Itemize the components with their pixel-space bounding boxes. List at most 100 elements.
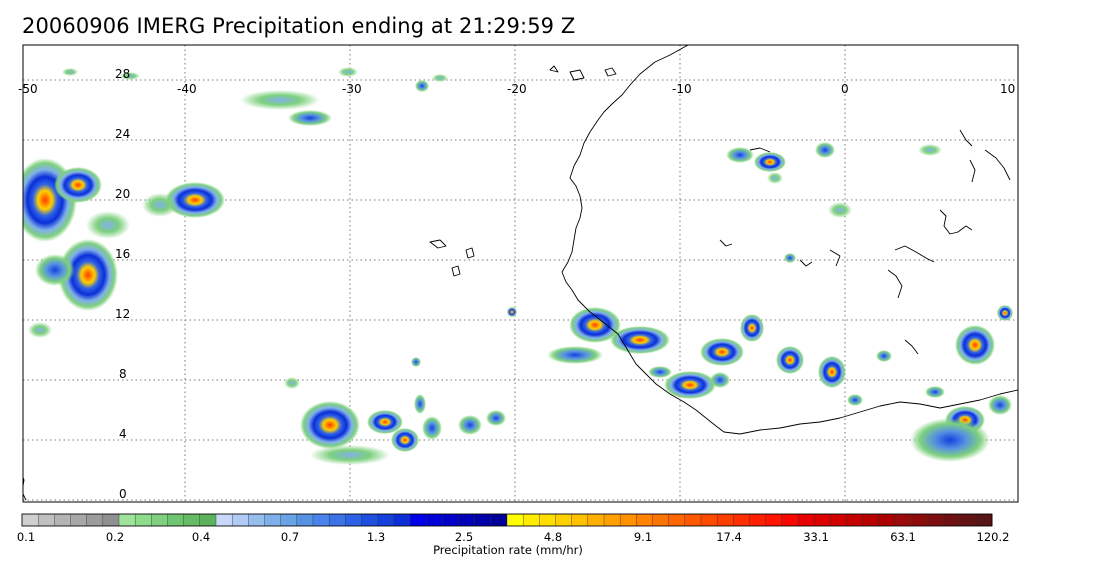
precipitation-field [23,67,1013,465]
colorbar-swatch [393,513,411,527]
colorbar-swatch [377,513,395,527]
colorbar-swatch [555,513,573,527]
colorbar-swatch [636,513,654,527]
lat-tick-label: 16 [115,247,130,261]
lon-tick-label: 10 [1000,82,1015,96]
map-frame [23,45,1018,502]
colorbar-swatch [700,513,718,527]
colorbar-swatch [264,513,282,527]
colorbar-tick-label: 0.1 [17,530,35,544]
longitude-labels: -50 -40 -30 -20 -10 0 10 [18,82,1015,96]
colorbar-swatch [571,513,589,527]
colorbar-tick-label: 0.4 [192,530,210,544]
colorbar-swatch [21,513,39,527]
colorbar-swatch [943,513,961,527]
colorbar-swatch [102,513,120,527]
colorbar-border [21,513,993,527]
colorbar-swatch [539,513,557,527]
colorbar-swatch [652,513,670,527]
colorbar-swatch [231,513,249,527]
colorbar-swatch [830,513,848,527]
colorbar-swatch [878,513,896,527]
colorbar-swatch [765,513,783,527]
colorbar-swatch [328,513,346,527]
colorbar-swatch [910,513,928,527]
coastline [23,45,1018,501]
colorbar-swatch [587,513,605,527]
colorbar-swatch [506,513,524,527]
lat-tick-label: 4 [119,427,127,441]
colorbar [21,513,993,527]
lon-tick-label: -40 [177,82,197,96]
colorbar-swatch [167,513,185,527]
colorbar-tick-label: 63.1 [890,530,916,544]
colorbar-swatch [862,513,880,527]
colorbar-title: Precipitation rate (mm/hr) [433,543,583,557]
lon-tick-label: 0 [841,82,849,96]
colorbar-swatch [409,513,427,527]
colorbar-swatch [781,513,799,527]
colorbar-tick-label: 0.2 [106,530,124,544]
colorbar-swatch [474,513,492,527]
lon-tick-label: -10 [672,82,692,96]
colorbar-swatch [37,513,55,527]
colorbar-swatch [296,513,314,527]
colorbar-swatch [151,513,169,527]
lat-tick-label: 12 [115,307,130,321]
colorbar-swatch [118,513,136,527]
latitude-labels: 28 24 20 16 12 8 4 0 [115,67,130,501]
colorbar-swatch [797,513,815,527]
lon-tick-label: -50 [18,82,38,96]
colorbar-swatch [603,513,621,527]
colorbar-swatch [345,513,362,527]
colorbar-swatch [361,513,379,527]
lat-tick-label: 8 [119,367,127,381]
lon-tick-label: -30 [342,82,362,96]
colorbar-swatch [813,513,831,527]
colorbar-swatch [927,513,945,527]
lat-tick-label: 0 [119,487,127,501]
colorbar-tick-label: 17.4 [716,530,742,544]
colorbar-swatch [716,513,734,527]
colorbar-tick-label: 9.1 [634,530,652,544]
colorbar-swatch [442,513,459,527]
colorbar-swatch [490,513,508,527]
colorbar-swatch [54,513,72,527]
colorbar-swatch [668,513,686,527]
colorbar-tick-labels: 0.1 0.2 0.4 0.7 1.3 2.5 4.8 9.1 17.4 33.… [17,530,1010,544]
lon-tick-label: -20 [507,82,527,96]
colorbar-swatch [425,513,443,527]
colorbar-tick-label: 120.2 [977,530,1010,544]
colorbar-swatch [975,513,993,527]
page-title: 20060906 IMERG Precipitation ending at 2… [22,14,576,38]
colorbar-swatch [183,513,201,527]
colorbar-swatch [134,513,152,527]
lat-tick-label: 28 [115,67,130,81]
lat-tick-label: 20 [115,187,130,201]
colorbar-tick-label: 1.3 [367,530,385,544]
colorbar-swatch [199,513,217,527]
map-gridlines [23,45,1018,502]
colorbar-swatch [749,513,767,527]
colorbar-swatch [522,513,540,527]
colorbar-swatch [894,513,912,527]
colorbar-swatch [458,513,476,527]
colorbar-swatch [846,513,864,527]
colorbar-swatch [215,513,233,527]
colorbar-swatch [684,513,702,527]
colorbar-swatch [619,513,637,527]
colorbar-tick-label: 4.8 [544,530,562,544]
colorbar-swatch [86,513,104,527]
colorbar-swatch [280,513,298,527]
lat-tick-label: 24 [115,127,130,141]
colorbar-swatch [70,513,88,527]
colorbar-swatch [733,513,751,527]
colorbar-swatch [959,513,977,527]
colorbar-swatch [312,513,330,527]
colorbar-tick-label: 33.1 [803,530,829,544]
colorbar-tick-label: 0.7 [281,530,299,544]
colorbar-tick-label: 2.5 [455,530,473,544]
colorbar-swatch [248,513,266,527]
